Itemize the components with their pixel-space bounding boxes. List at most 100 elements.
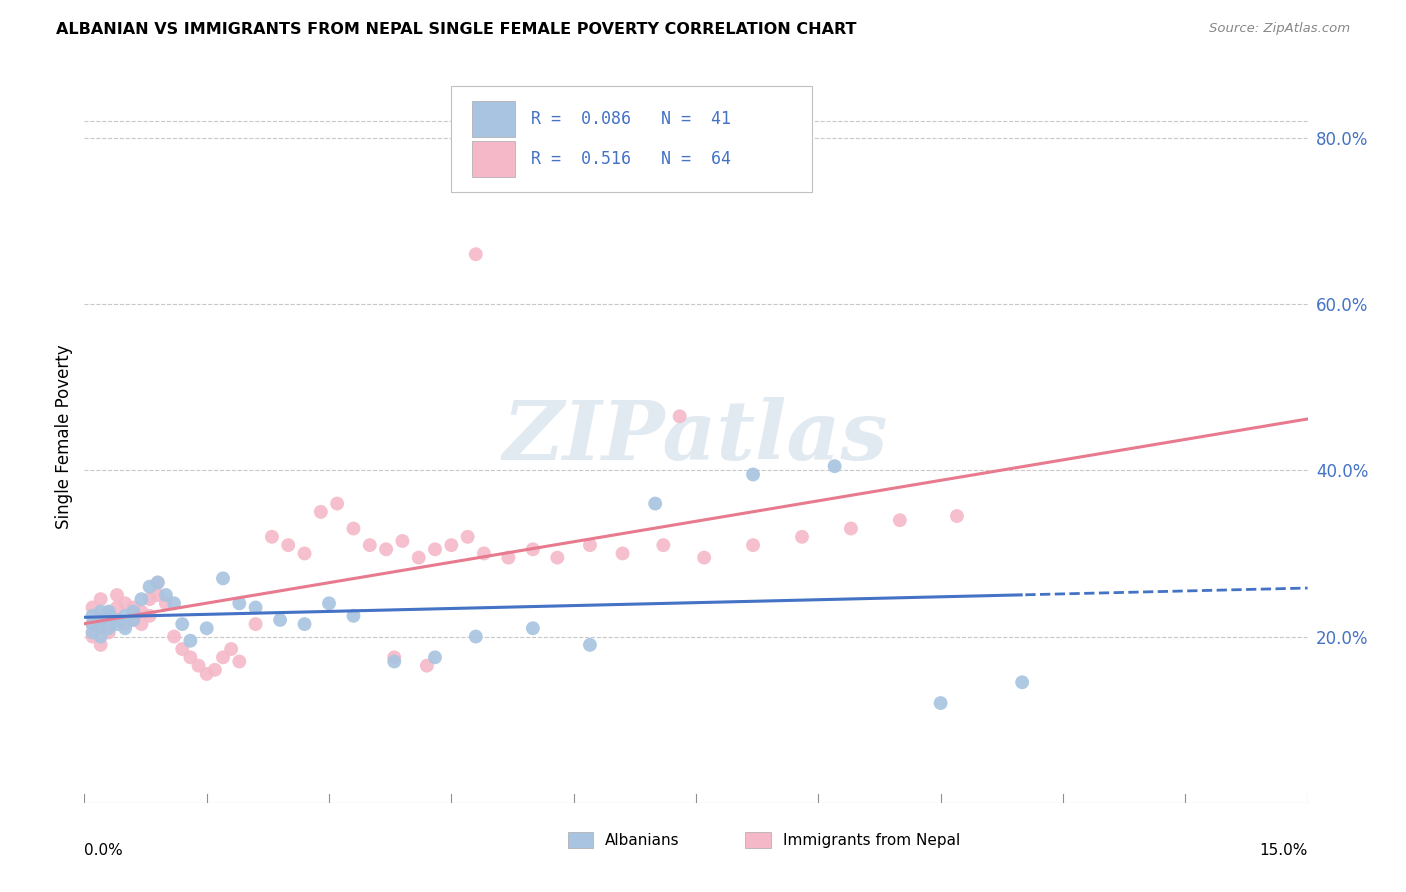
Point — [131, 605, 153, 619]
Point — [172, 617, 194, 632]
Point — [82, 600, 104, 615]
Point — [114, 617, 136, 632]
Point — [82, 617, 104, 632]
Point — [187, 658, 209, 673]
Point — [82, 608, 104, 623]
Point — [423, 650, 446, 665]
Point — [204, 663, 226, 677]
Point — [114, 608, 136, 623]
FancyBboxPatch shape — [568, 832, 593, 848]
Point — [82, 617, 104, 632]
Point — [90, 592, 112, 607]
Point — [228, 655, 250, 669]
Point — [522, 542, 544, 557]
Text: 0.0%: 0.0% — [84, 843, 124, 858]
Point — [90, 638, 112, 652]
Point — [97, 621, 120, 635]
Point — [579, 638, 602, 652]
Point — [668, 409, 690, 424]
Point — [693, 550, 716, 565]
Point — [172, 642, 194, 657]
Point — [742, 538, 765, 552]
Point — [260, 530, 283, 544]
Point — [138, 580, 160, 594]
Point — [105, 588, 128, 602]
FancyBboxPatch shape — [451, 86, 813, 192]
Point — [824, 459, 846, 474]
Point — [90, 608, 112, 623]
Point — [122, 613, 145, 627]
Point — [122, 605, 145, 619]
Text: Source: ZipAtlas.com: Source: ZipAtlas.com — [1209, 22, 1350, 36]
Text: R =  0.086   N =  41: R = 0.086 N = 41 — [531, 110, 731, 128]
Point — [195, 667, 218, 681]
Point — [294, 617, 316, 632]
Point — [342, 608, 364, 623]
Point — [90, 613, 112, 627]
Point — [97, 608, 120, 623]
Point — [391, 533, 413, 548]
Point — [228, 596, 250, 610]
Point — [579, 538, 602, 552]
Point — [245, 617, 267, 632]
Y-axis label: Single Female Poverty: Single Female Poverty — [55, 345, 73, 529]
Point — [90, 630, 112, 644]
Point — [839, 521, 862, 535]
Point — [464, 247, 486, 261]
Point — [105, 600, 128, 615]
Point — [179, 633, 201, 648]
Point — [82, 625, 104, 640]
Point — [146, 575, 169, 590]
Point — [90, 605, 112, 619]
Point — [889, 513, 911, 527]
FancyBboxPatch shape — [472, 101, 515, 137]
Point — [195, 621, 218, 635]
Point — [163, 630, 186, 644]
Point — [138, 608, 160, 623]
Point — [146, 575, 169, 590]
Point — [1011, 675, 1033, 690]
Text: Albanians: Albanians — [606, 832, 681, 847]
Point — [82, 630, 104, 644]
Point — [318, 596, 340, 610]
Point — [946, 509, 969, 524]
Point — [277, 538, 299, 552]
Point — [219, 642, 242, 657]
Point — [612, 546, 634, 560]
Point — [114, 596, 136, 610]
Point — [742, 467, 765, 482]
Point — [375, 542, 398, 557]
Text: ZIPatlas: ZIPatlas — [503, 397, 889, 477]
Point — [105, 613, 128, 627]
Point — [163, 596, 186, 610]
Point — [382, 650, 405, 665]
FancyBboxPatch shape — [745, 832, 770, 848]
Point — [457, 530, 479, 544]
Point — [359, 538, 381, 552]
Point — [929, 696, 952, 710]
Point — [90, 617, 112, 632]
Point — [342, 521, 364, 535]
Point — [326, 497, 349, 511]
Point — [408, 550, 430, 565]
Point — [114, 621, 136, 635]
Point — [546, 550, 568, 565]
Point — [440, 538, 463, 552]
Point — [423, 542, 446, 557]
Text: R =  0.516   N =  64: R = 0.516 N = 64 — [531, 150, 731, 168]
Text: ALBANIAN VS IMMIGRANTS FROM NEPAL SINGLE FEMALE POVERTY CORRELATION CHART: ALBANIAN VS IMMIGRANTS FROM NEPAL SINGLE… — [56, 22, 856, 37]
Text: 15.0%: 15.0% — [1260, 843, 1308, 858]
Point — [212, 650, 235, 665]
Point — [498, 550, 520, 565]
Point — [155, 596, 177, 610]
Point — [105, 613, 128, 627]
Point — [294, 546, 316, 560]
Point — [105, 617, 128, 632]
Point — [212, 571, 235, 585]
Point — [90, 621, 112, 635]
Point — [790, 530, 813, 544]
Point — [652, 538, 675, 552]
Point — [416, 658, 439, 673]
Point — [138, 592, 160, 607]
Point — [97, 605, 120, 619]
